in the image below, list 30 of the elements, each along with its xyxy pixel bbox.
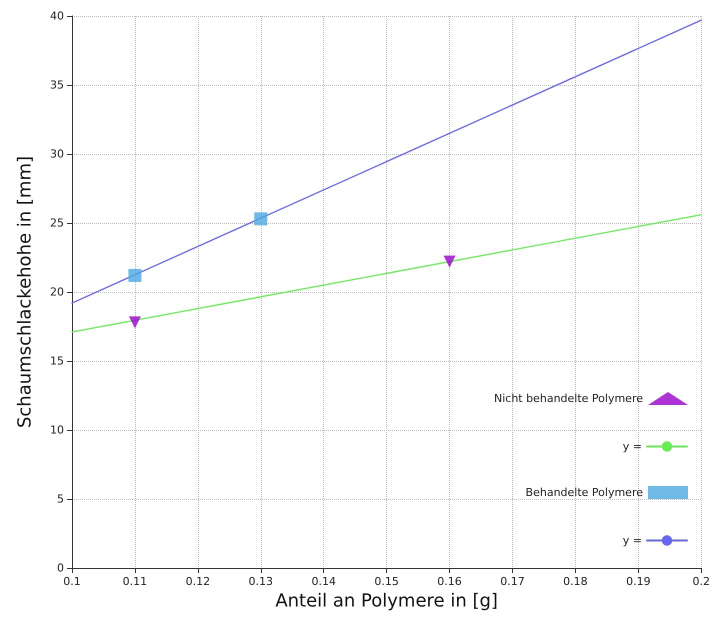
x-tick-label: 0.16 bbox=[437, 575, 462, 588]
x-axis-title: Anteil an Polymere in [g] bbox=[275, 590, 498, 612]
y-tick-label: 0 bbox=[57, 562, 64, 574]
legend-label: y = bbox=[622, 534, 642, 547]
y-tick-label: 5 bbox=[57, 492, 64, 506]
x-tick-label: 0.2 bbox=[692, 575, 710, 588]
legend-label: Nicht behandelte Polymere bbox=[494, 392, 644, 405]
y-tick-label: 10 bbox=[50, 424, 64, 436]
x-tick-label: 0.12 bbox=[186, 575, 210, 588]
x-tick-label: 0.14 bbox=[311, 575, 336, 588]
y-tick-label: 25 bbox=[50, 216, 64, 230]
point bbox=[128, 268, 142, 282]
x-tick-label: 0.11 bbox=[122, 575, 148, 588]
x-tick-label: 0.17 bbox=[500, 575, 525, 588]
x-tick-label: 0.19 bbox=[626, 575, 651, 588]
legend-label: Behandelte Polymere bbox=[526, 486, 644, 499]
point bbox=[444, 256, 456, 268]
x-tick-label: 0.18 bbox=[563, 575, 588, 588]
y-tick-label: 30 bbox=[50, 148, 64, 160]
x-tick-label: 0.13 bbox=[248, 575, 274, 588]
point bbox=[128, 316, 141, 328]
y-axis-title: Schaumschlackehohe in [mm] bbox=[14, 156, 36, 428]
x-tick-label: 0.15 bbox=[374, 575, 399, 588]
x-tick-label: 0.1 bbox=[63, 575, 81, 588]
y-tick-label: 35 bbox=[50, 78, 64, 92]
y-tick-label: 40 bbox=[50, 10, 64, 22]
point bbox=[254, 212, 268, 226]
y-tick-label: 20 bbox=[50, 286, 64, 298]
y-tick-label: 15 bbox=[50, 354, 64, 368]
legend-label: y = bbox=[622, 440, 642, 453]
